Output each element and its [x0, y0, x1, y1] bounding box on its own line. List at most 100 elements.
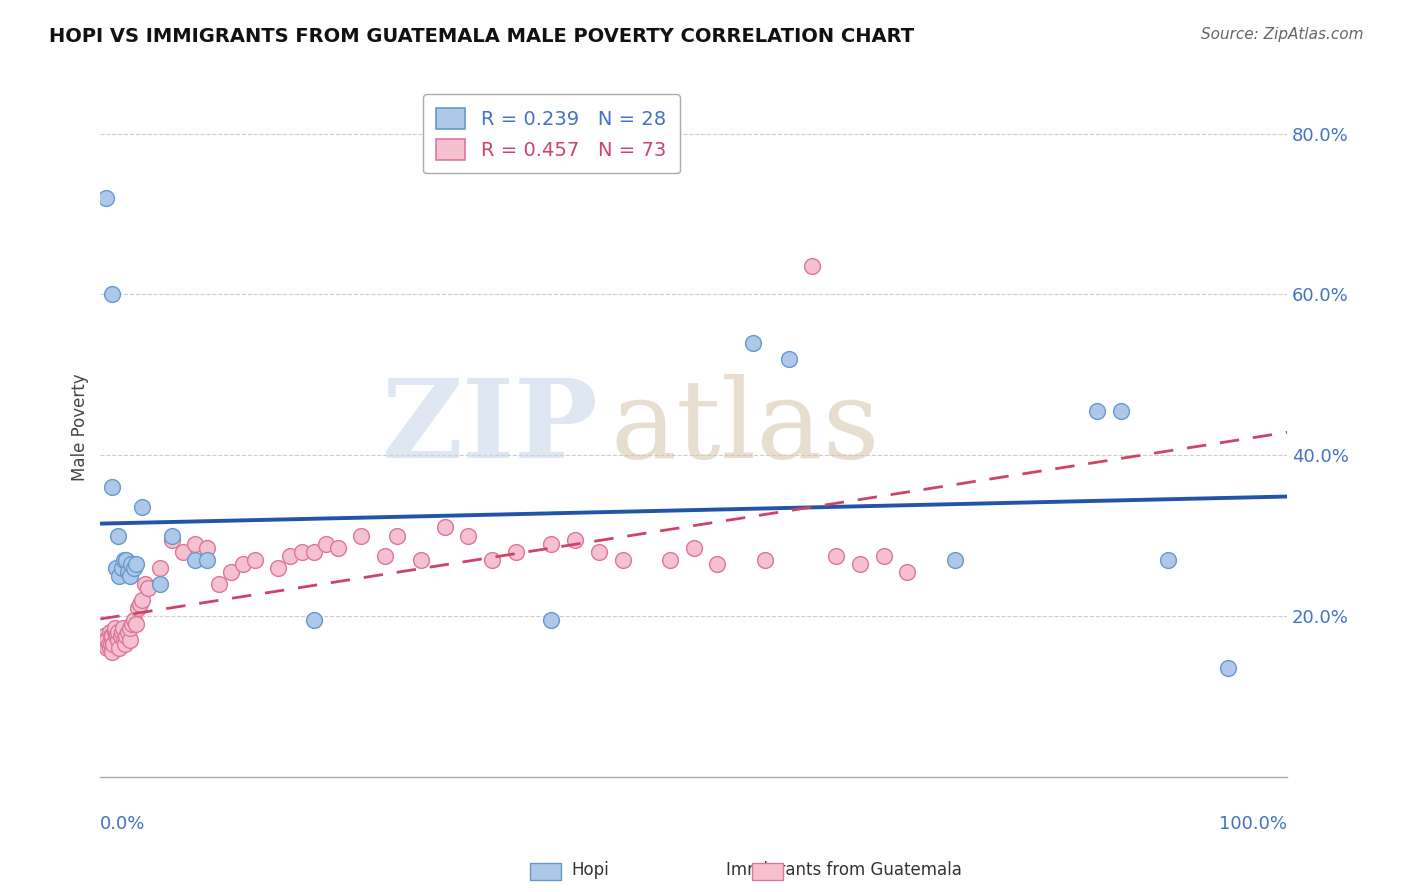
Point: [219, 565, 242, 579]
Point: [706, 557, 728, 571]
Legend: R = 0.239   N = 28, R = 0.457   N = 73: R = 0.239 N = 28, R = 0.457 N = 73: [423, 95, 681, 173]
Point: [121, 616, 143, 631]
Point: [1157, 552, 1180, 566]
Point: [302, 544, 325, 558]
Point: [101, 645, 124, 659]
Point: [127, 600, 149, 615]
Point: [659, 552, 682, 566]
Point: [1109, 404, 1132, 418]
Point: [160, 528, 183, 542]
Point: [110, 629, 132, 643]
Point: [111, 624, 134, 639]
Point: [94, 637, 117, 651]
Point: [104, 624, 127, 639]
Point: [108, 641, 131, 656]
Point: [131, 592, 153, 607]
Text: atlas: atlas: [610, 374, 880, 481]
Point: [195, 541, 218, 555]
Text: ZIP: ZIP: [382, 374, 599, 481]
Point: [374, 549, 396, 563]
Point: [291, 544, 314, 558]
Text: 0.0%: 0.0%: [100, 815, 146, 833]
Point: [111, 621, 134, 635]
Point: [409, 552, 432, 566]
Point: [97, 637, 120, 651]
Point: [825, 549, 848, 563]
Point: [107, 528, 129, 542]
Point: [540, 536, 562, 550]
Point: [96, 632, 118, 647]
Point: [128, 597, 150, 611]
Point: [96, 632, 118, 647]
Point: [125, 616, 148, 631]
Point: [315, 536, 337, 550]
Point: [243, 552, 266, 566]
Point: [103, 637, 125, 651]
Point: [481, 552, 503, 566]
Point: [232, 557, 254, 571]
Point: [540, 613, 562, 627]
Point: [149, 560, 172, 574]
Point: [98, 624, 121, 639]
Point: [433, 520, 456, 534]
Point: [149, 576, 172, 591]
Point: [184, 552, 207, 566]
Point: [896, 565, 918, 579]
Point: [104, 560, 127, 574]
Point: [105, 629, 128, 643]
Point: [136, 581, 159, 595]
Point: [122, 560, 145, 574]
Point: [195, 552, 218, 566]
Point: [134, 576, 156, 591]
Point: [350, 528, 373, 542]
Y-axis label: Male Poverty: Male Poverty: [72, 373, 89, 481]
Point: [302, 613, 325, 627]
Point: [104, 621, 127, 635]
Point: [115, 552, 138, 566]
Point: [943, 552, 966, 566]
Point: [184, 536, 207, 550]
Point: [588, 544, 610, 558]
Text: HOPI VS IMMIGRANTS FROM GUATEMALA MALE POVERTY CORRELATION CHART: HOPI VS IMMIGRANTS FROM GUATEMALA MALE P…: [49, 27, 914, 45]
Point: [267, 560, 290, 574]
Point: [96, 191, 118, 205]
Point: [118, 632, 141, 647]
Point: [120, 557, 142, 571]
Point: [122, 613, 145, 627]
Point: [278, 549, 301, 563]
Point: [849, 557, 872, 571]
Point: [115, 629, 138, 643]
Point: [112, 552, 135, 566]
Text: Hopi: Hopi: [572, 861, 609, 879]
Point: [1085, 404, 1108, 418]
Point: [125, 557, 148, 571]
Point: [612, 552, 634, 566]
Point: [118, 621, 141, 635]
Text: 100.0%: 100.0%: [1219, 815, 1286, 833]
Point: [111, 560, 134, 574]
Point: [107, 632, 129, 647]
Point: [107, 624, 129, 639]
Point: [742, 335, 765, 350]
Point: [872, 549, 894, 563]
Point: [1216, 661, 1239, 675]
Point: [457, 528, 479, 542]
Point: [160, 533, 183, 547]
Point: [112, 632, 135, 647]
Point: [101, 629, 124, 643]
Point: [96, 641, 118, 656]
Point: [114, 637, 136, 651]
Point: [564, 533, 586, 547]
Point: [98, 641, 121, 656]
Point: [100, 629, 122, 643]
Point: [172, 544, 194, 558]
Point: [778, 351, 800, 366]
Point: [801, 260, 824, 274]
Point: [93, 629, 115, 643]
Point: [385, 528, 408, 542]
Point: [682, 541, 704, 555]
Point: [101, 287, 124, 301]
Text: Source: ZipAtlas.com: Source: ZipAtlas.com: [1201, 27, 1364, 42]
Point: [117, 565, 139, 579]
Point: [118, 568, 141, 582]
